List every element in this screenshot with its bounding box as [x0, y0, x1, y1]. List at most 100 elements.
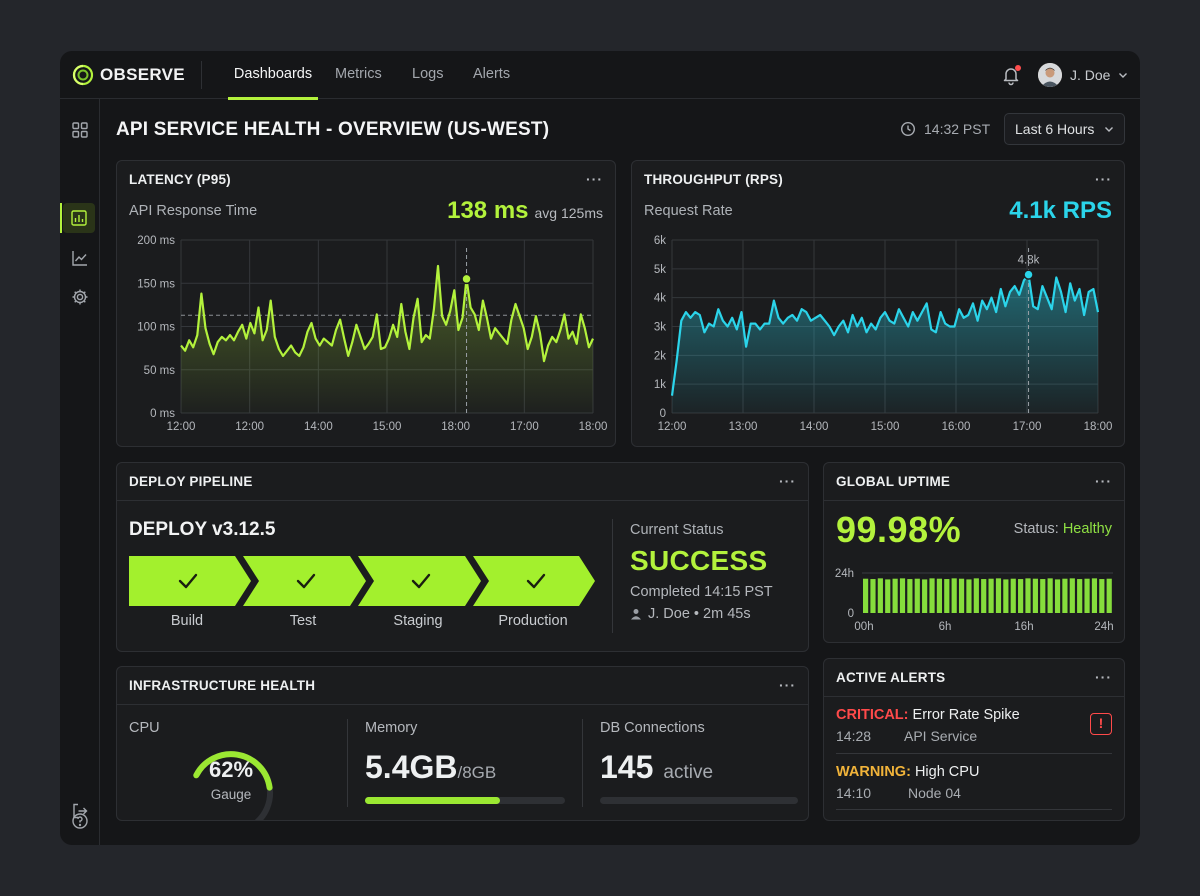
alert-critical-icon[interactable]: !: [1090, 713, 1112, 735]
y-tick-label: 5k: [654, 264, 666, 276]
uptime-bar: [988, 578, 994, 613]
y-tick-label: 3k: [654, 322, 666, 334]
dashboard-icon: [71, 210, 87, 226]
x-tick-label: 12:00: [167, 421, 196, 433]
uptime-bar: [1047, 578, 1053, 613]
stage-label: Staging: [393, 613, 443, 629]
series-area: [181, 266, 593, 413]
memory-bar: [365, 797, 565, 804]
sidebar-item-metrics[interactable]: [69, 247, 91, 269]
marker-point: [1023, 269, 1034, 280]
more-menu-button[interactable]: ···: [586, 171, 603, 187]
uptime-bar: [958, 578, 965, 613]
stage-staging[interactable]: [358, 556, 481, 606]
y-tick-label: 1k: [654, 379, 666, 391]
stage-test[interactable]: [243, 556, 366, 606]
more-menu-button[interactable]: ···: [1095, 669, 1112, 685]
avatar: [1038, 63, 1062, 87]
db-connections-unit: active: [663, 762, 714, 783]
alert-severity: WARNING:: [836, 764, 911, 780]
throughput-chart: 6k 5k 4k 3k 2k 1k 012:00 13:00 14:00 15:00 16:00 17…: [654, 235, 1113, 433]
alerts-panel: ACTIVE ALERTS ··· CRITICAL: Error Rate S…: [823, 658, 1125, 821]
time-range-select[interactable]: Last 6 Hours: [1004, 113, 1125, 145]
uptime-bar: [973, 578, 979, 613]
x-tick-label: 18:00: [1084, 421, 1113, 433]
deployed-by-text: J. Doe • 2m 45s: [648, 606, 751, 622]
panel-title: INFRASTRUCTURE HEALTH: [129, 678, 316, 693]
stage-production[interactable]: [473, 556, 595, 606]
tab-logs[interactable]: Logs: [412, 66, 444, 82]
chevron-down-icon: [1105, 127, 1114, 132]
uptime-bar: [944, 579, 950, 613]
uptime-bar: [1077, 579, 1083, 613]
uptime-bar: [981, 579, 987, 613]
y-tick-label: 150 ms: [137, 278, 175, 290]
memory-used: 5.4GB: [365, 749, 458, 785]
sidebar-item-help[interactable]: [69, 810, 91, 832]
stage-build[interactable]: [129, 556, 251, 606]
infra-panel: INFRASTRUCTURE HEALTH ··· CPU 62% Gauge …: [116, 666, 809, 821]
x-tick-label: 18:00: [579, 421, 608, 433]
page-title: API SERVICE HEALTH - OVERVIEW (US-WEST): [116, 119, 550, 140]
sidebar-item-overview[interactable]: [69, 119, 91, 141]
alert-item-warning[interactable]: WARNING: High CPU 14:10 Node 04: [836, 764, 1112, 801]
marker-point: [461, 273, 472, 285]
db-connections-value: 145 active: [600, 749, 713, 786]
deploy-divider: [612, 519, 613, 633]
uptime-bar: [885, 579, 891, 613]
y-tick-label: 0: [848, 608, 854, 620]
uptime-bar: [1099, 579, 1105, 613]
tab-dashboards[interactable]: Dashboards: [228, 51, 318, 100]
uptime-bar: [922, 579, 928, 613]
cpu-label: CPU: [129, 720, 160, 736]
infra-divider: [582, 719, 583, 807]
x-tick-label: 17:00: [510, 421, 539, 433]
uptime-bar: [1010, 578, 1016, 613]
more-menu-button[interactable]: ···: [779, 677, 796, 693]
uptime-bar: [951, 578, 957, 613]
sidebar-active-indicator: [60, 203, 62, 233]
chevron-down-icon: [1119, 73, 1128, 78]
x-tick-label: 6h: [939, 621, 952, 633]
uptime-bar: [892, 578, 898, 613]
line-chart-icon: [72, 251, 87, 266]
user-name: J. Doe: [1070, 67, 1111, 83]
alert-severity: CRITICAL:: [836, 707, 909, 723]
deploy-version: DEPLOY v3.12.5: [129, 519, 276, 540]
notification-badge: [1015, 65, 1021, 71]
y-tick-label: 50 ms: [144, 365, 176, 377]
app-window: OBSERVE Dashboards Metrics Logs Alerts: [60, 51, 1140, 845]
marker-label: 4.8k: [1018, 255, 1040, 267]
tab-metrics[interactable]: Metrics: [335, 66, 382, 82]
uptime-panel: GLOBAL UPTIME ··· 99.98% Status: Healthy…: [823, 462, 1125, 643]
panel-header-divider: [824, 696, 1124, 697]
grid-icon: [72, 122, 88, 138]
sidebar-item-settings[interactable]: [69, 286, 91, 308]
sidebar-item-logout[interactable]: [69, 800, 91, 822]
more-menu-button[interactable]: ···: [779, 473, 796, 489]
more-menu-button[interactable]: ···: [1095, 171, 1112, 187]
sidebar-item-dashboards[interactable]: [63, 203, 95, 233]
y-tick-label: 100 ms: [137, 322, 175, 334]
alert-item-critical[interactable]: CRITICAL: Error Rate Spike 14:28 API Ser…: [836, 707, 1112, 744]
throughput-value: 4.1k RPS: [1009, 197, 1112, 224]
notifications-button[interactable]: [1000, 64, 1022, 86]
uptime-value: 99.98%: [836, 509, 962, 550]
tab-alerts[interactable]: Alerts: [473, 66, 511, 82]
gear-icon: [72, 289, 88, 305]
gauge-fill: [193, 751, 273, 791]
uptime-bar: [1084, 578, 1090, 613]
x-tick-label: 15:00: [373, 421, 402, 433]
uptime-bar: [870, 579, 876, 613]
panel-title: THROUGHPUT (RPS): [644, 172, 783, 187]
user-menu[interactable]: J. Doe: [1038, 62, 1128, 88]
y-tick-label: 4k: [654, 293, 666, 305]
check-icon: [178, 573, 198, 589]
logo[interactable]: OBSERVE: [72, 63, 185, 87]
more-menu-button[interactable]: ···: [1095, 473, 1112, 489]
check-icon: [296, 573, 316, 589]
cpu-gauge-label: Gauge: [210, 787, 252, 802]
x-tick-label: 14:00: [800, 421, 829, 433]
app-name: OBSERVE: [100, 65, 185, 84]
